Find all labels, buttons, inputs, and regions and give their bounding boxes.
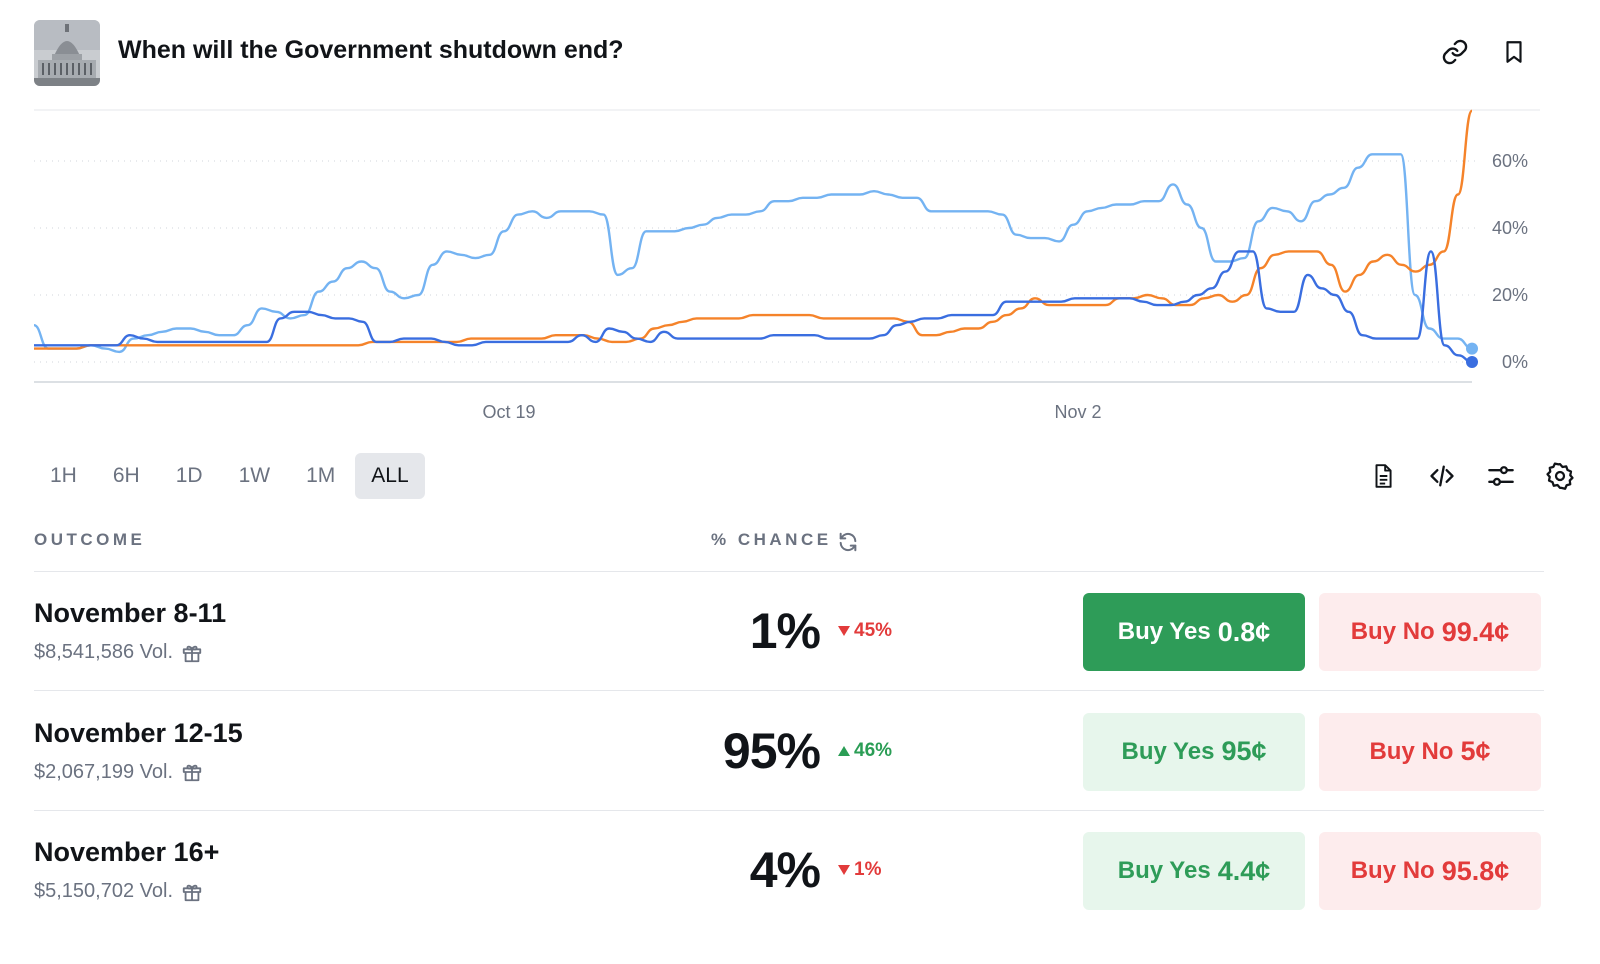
outcome-chance: 1%: [749, 603, 821, 659]
refresh-icon[interactable]: [837, 531, 859, 553]
volume-text: $8,541,586 Vol.: [34, 641, 174, 663]
caret-up-icon: [838, 745, 850, 756]
yes-price: 0.8¢: [1217, 616, 1271, 647]
buy-yes-button[interactable]: Buy Yes 0.8¢: [1083, 593, 1305, 671]
range-button-1h[interactable]: 1H: [50, 464, 77, 487]
code-icon[interactable]: [1424, 458, 1460, 494]
buy-yes-button[interactable]: Buy Yes 95¢: [1083, 712, 1305, 791]
buy-no-label: Buy No: [1350, 618, 1435, 645]
price-history-chart[interactable]: 0% 20% 40% 60% Oct 19 Nov 2: [0, 100, 1600, 440]
outcome-name: November 12-15: [34, 717, 243, 748]
range-button-1w[interactable]: 1W: [238, 464, 271, 487]
chart-svg: 0% 20% 40% 60% Oct 19 Nov 2: [33, 109, 1540, 422]
outcome-table-header: OUTCOME % CHANCE: [34, 530, 1544, 572]
gift-icon[interactable]: [181, 642, 203, 664]
chance-delta: 45%: [838, 620, 892, 642]
buy-no-label: Buy No: [1350, 857, 1435, 884]
bookmark-icon[interactable]: [1496, 34, 1532, 70]
x-tick-label: Oct 19: [482, 402, 535, 422]
delta-value: 1%: [854, 859, 882, 880]
settings-icon[interactable]: [1542, 458, 1578, 494]
document-icon[interactable]: [1365, 458, 1401, 494]
buy-yes-label: Buy Yes: [1117, 618, 1211, 645]
y-tick-label: 60%: [1492, 151, 1528, 171]
buy-yes-label: Buy Yes: [1121, 737, 1215, 765]
gift-icon[interactable]: [181, 881, 203, 903]
outcome-volume: $2,067,199 Vol.: [34, 761, 203, 784]
market-header: When will the Government shutdown end?: [34, 20, 1544, 86]
buy-no-button[interactable]: Buy No 5¢: [1319, 712, 1541, 791]
delta-value: 46%: [854, 739, 893, 761]
y-tick-label: 0%: [1502, 352, 1528, 372]
caret-down-icon: [838, 865, 850, 875]
outcome-chance: 95%: [722, 722, 821, 779]
buy-no-button[interactable]: Buy No 99.4¢: [1319, 593, 1541, 671]
delta-value: 45%: [854, 620, 893, 641]
buy-yes-label: Buy Yes: [1117, 857, 1211, 884]
range-button-6h[interactable]: 6H: [112, 464, 140, 487]
caret-down-icon: [838, 626, 850, 636]
outcome-column-header: OUTCOME: [34, 530, 146, 549]
outcome-volume: $8,541,586 Vol.: [34, 641, 203, 664]
y-tick-label: 20%: [1492, 285, 1528, 305]
series-line-1: [34, 109, 1474, 350]
y-tick-label: 40%: [1492, 218, 1528, 238]
capitol-building-image: [34, 20, 100, 86]
series-line-2: [34, 250, 1473, 364]
sliders-icon[interactable]: [1483, 458, 1519, 494]
range-button-all[interactable]: ALL: [355, 453, 425, 499]
chance-delta: 46%: [838, 740, 892, 762]
no-price: 99.4¢: [1441, 616, 1510, 647]
light-blue-series-endpoint: [1466, 342, 1478, 355]
volume-text: $5,150,702 Vol.: [34, 880, 174, 902]
buy-yes-button[interactable]: Buy Yes 4.4¢: [1083, 832, 1305, 910]
buy-no-button[interactable]: Buy No 95.8¢: [1319, 832, 1541, 910]
outcome-row[interactable]: November 12-15 $2,067,199 Vol. 95% 46% Buy Y…: [34, 692, 1544, 811]
outcome-name: November 16+: [34, 837, 220, 867]
outcome-volume: $5,150,702 Vol.: [34, 880, 203, 903]
chart-tools: [1365, 458, 1578, 494]
outcome-chance: 4%: [749, 842, 821, 898]
no-price: 95.8¢: [1441, 855, 1510, 886]
outcome-name: November 8-11: [34, 598, 227, 628]
yes-price: 95¢: [1221, 736, 1267, 766]
buy-no-label: Buy No: [1369, 737, 1454, 765]
no-price: 5¢: [1460, 736, 1491, 766]
gift-icon[interactable]: [181, 761, 203, 783]
outcome-row[interactable]: November 16+ $5,150,702 Vol. 4% 1% Buy Yes 4.…: [34, 811, 1544, 930]
volume-text: $2,067,199 Vol.: [34, 760, 174, 783]
range-button-1d[interactable]: 1D: [175, 464, 203, 487]
x-tick-label: Nov 2: [1054, 402, 1101, 422]
chance-delta: 1%: [838, 859, 881, 881]
range-button-1m[interactable]: 1M: [306, 464, 336, 487]
yes-price: 4.4¢: [1217, 855, 1271, 886]
link-icon[interactable]: [1437, 34, 1473, 70]
outcome-row[interactable]: November 8-11 $8,541,586 Vol. 1% 45% Buy Yes…: [34, 572, 1544, 691]
series-line-0: [33, 153, 1473, 354]
time-range-selector: 1H 6H 1D 1W 1M ALL: [34, 453, 425, 499]
market-title: When will the Government shutdown end?: [118, 36, 624, 64]
blue-series-endpoint: [1466, 356, 1478, 368]
chance-column-header: % CHANCE: [711, 530, 832, 549]
